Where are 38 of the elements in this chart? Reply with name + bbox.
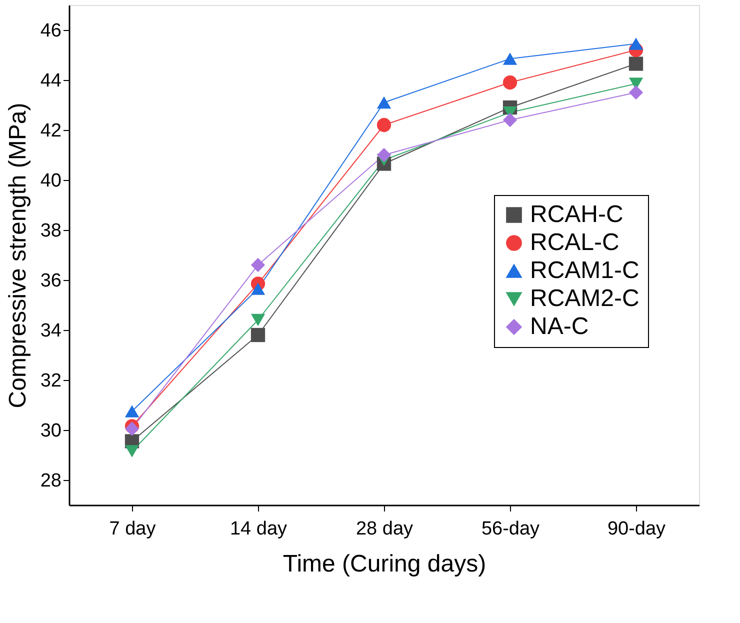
legend-label: RCAM2-C [530,285,640,312]
y-tick-label: 46 [40,20,62,42]
legend-label: NA-C [530,313,589,340]
x-tick-label: 14 day [230,518,288,540]
point [376,96,392,109]
y-tick-label: 44 [40,70,62,92]
point [376,148,392,162]
y-tick-label: 32 [40,370,62,392]
legend-label: RCAH-C [530,201,624,228]
x-tick-label: 56-day [481,518,540,540]
point [124,445,140,458]
point [628,38,644,50]
x-tick-label: 28 day [356,518,414,540]
point [502,112,518,128]
x-axis-title: Time (Curing days) [282,550,486,578]
y-tick-label: 34 [40,320,62,342]
point [502,75,518,90]
y-tick-label: 30 [40,420,62,442]
point [628,56,644,71]
point [502,52,518,65]
legend-label: RCAL-C [530,229,620,256]
x-tick-label: 7 day [109,518,156,540]
point [250,282,266,295]
y-tick-label: 40 [40,170,62,192]
legend-label: RCAM1-C [530,257,640,284]
point [376,118,392,132]
y-tick-label: 36 [40,270,62,292]
point [628,85,644,100]
point [250,328,266,342]
y-tick-label: 28 [40,470,62,492]
x-tick-label: 90-day [607,518,666,540]
point [124,405,140,418]
point [250,258,266,272]
point [250,314,266,326]
y-tick-label: 42 [40,120,62,142]
y-tick-label: 38 [40,220,62,242]
y-axis-title: Compressive strength (MPa) [4,102,32,408]
point [124,422,140,436]
